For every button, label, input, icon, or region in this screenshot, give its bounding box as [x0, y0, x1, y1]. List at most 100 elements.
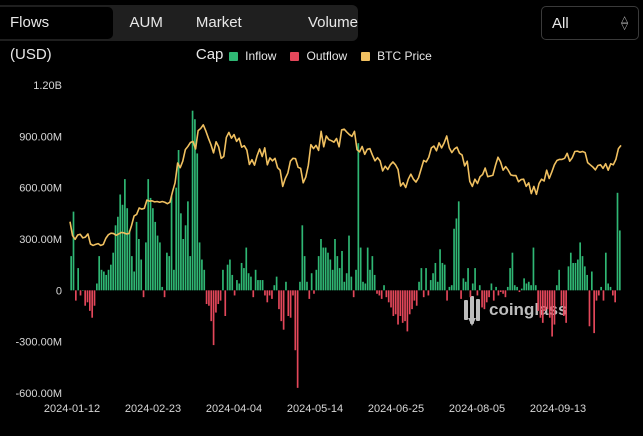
outflow-bar [282, 290, 285, 330]
inflow-bar [471, 283, 474, 291]
outflow-bar [460, 290, 462, 299]
outflow-bar [313, 290, 315, 294]
outflow-bar [469, 290, 472, 298]
legend-item-inflow[interactable]: Inflow [229, 49, 276, 63]
outflow-bar [499, 290, 502, 293]
outflow-bar [289, 290, 292, 318]
outflow-bar [544, 290, 546, 311]
inflow-bar [581, 256, 584, 291]
outflow-bar [89, 290, 91, 311]
inflow-bar [140, 259, 143, 291]
inflow-bar [509, 268, 511, 291]
inflow-bar [315, 269, 318, 291]
outflow-bar [485, 290, 488, 303]
inflow-bar [448, 286, 451, 291]
inflow-bar [161, 286, 164, 291]
inflow-bar [443, 264, 446, 291]
outflow-bar [551, 290, 553, 337]
inflow-bar [359, 247, 362, 291]
inflow-bar [523, 278, 525, 291]
inflow-bar [532, 247, 535, 291]
inflow-bar [420, 268, 423, 291]
outflow-bar [404, 290, 406, 322]
inflow-bar [450, 285, 453, 291]
inflow-bar [369, 269, 371, 291]
inflow-bar [579, 242, 581, 291]
outflow-bar [93, 290, 96, 306]
legend-item-outflow[interactable]: Outflow [290, 49, 347, 63]
inflow-bar [513, 285, 516, 291]
inflow-bar [126, 208, 129, 291]
inflow-bar [520, 288, 523, 291]
inflow-bar [567, 266, 570, 291]
tab-flows-usd[interactable]: Flows (USD) [0, 7, 113, 63]
flow-bars [70, 110, 621, 388]
inflow-bar [474, 268, 476, 291]
legend-label-btc-price: BTC Price [377, 49, 432, 63]
tab-market-cap[interactable]: Market Cap [195, 14, 242, 63]
inflow-bar [534, 285, 537, 291]
tab-aum[interactable]: AUM [129, 14, 163, 31]
outflow-bar [308, 290, 311, 299]
outflow-bar [233, 290, 236, 296]
coinglass-logo-icon [464, 296, 480, 326]
inflow-bar [383, 285, 385, 291]
inflow-bar [583, 266, 586, 291]
inflow-bar [98, 256, 101, 291]
tab-volume[interactable]: Volume [307, 14, 358, 31]
inflow-bar [149, 197, 152, 291]
outflow-bar [413, 290, 416, 301]
outflow-bar [352, 290, 355, 298]
inflow-bar [418, 281, 420, 291]
inflow-bar [231, 274, 234, 291]
inflow-bar [455, 218, 458, 291]
inflow-bar [105, 274, 108, 291]
inflow-bar [558, 269, 560, 291]
inflow-bar [350, 276, 353, 291]
inflow-bar [336, 256, 339, 291]
inflow-bar [322, 247, 325, 291]
inflow-bar [198, 242, 201, 291]
inflow-bar [243, 268, 245, 291]
inflow-bar [82, 290, 84, 291]
inflow-bar [259, 280, 262, 291]
inflow-bar [355, 269, 357, 291]
inflow-bar [457, 201, 460, 291]
inflow-bar [110, 264, 112, 291]
inflow-bar [124, 179, 126, 291]
btc-price-line [69, 124, 622, 247]
inflow-bar [229, 259, 231, 291]
inflow-bar [371, 256, 374, 291]
x-tick-label: 2024-09-13 [530, 403, 586, 415]
outflow-bar [401, 290, 404, 323]
inflow-bar [299, 281, 301, 291]
outflow-bar [380, 290, 383, 299]
inflow-bar [247, 273, 250, 291]
fund-filter-select[interactable]: All △ ▽ [541, 6, 639, 40]
outflow-bar [614, 290, 616, 303]
chart-legend: Inflow Outflow BTC Price [0, 49, 643, 63]
legend-item-btc-price[interactable]: BTC Price [361, 49, 432, 63]
inflow-bar [182, 239, 185, 291]
inflow-bar [273, 285, 276, 291]
inflow-bar [586, 274, 588, 291]
inflow-bar [226, 264, 229, 291]
inflow-bar [373, 274, 376, 291]
inflow-bar [77, 268, 80, 291]
inflow-bar [159, 242, 161, 291]
inflow-bar [453, 228, 455, 291]
outflow-bar [397, 290, 399, 325]
x-tick-label: 2024-05-14 [287, 403, 343, 415]
inflow-bar [516, 286, 518, 291]
outflow-bar [280, 290, 283, 322]
inflow-bar [152, 208, 154, 291]
y-axis: 1.20B 900.00M 600.00M 300.00M 0 -300.00M -600.… [16, 80, 62, 400]
inflow-bar [338, 268, 341, 291]
inflow-bar [194, 119, 196, 291]
outflow-bar [294, 290, 297, 351]
x-tick-label: 2024-04-04 [206, 403, 262, 415]
inflow-bar [177, 150, 180, 291]
outflow-bar [163, 290, 166, 298]
inflow-bar [254, 269, 257, 291]
inflow-bar [530, 285, 532, 291]
